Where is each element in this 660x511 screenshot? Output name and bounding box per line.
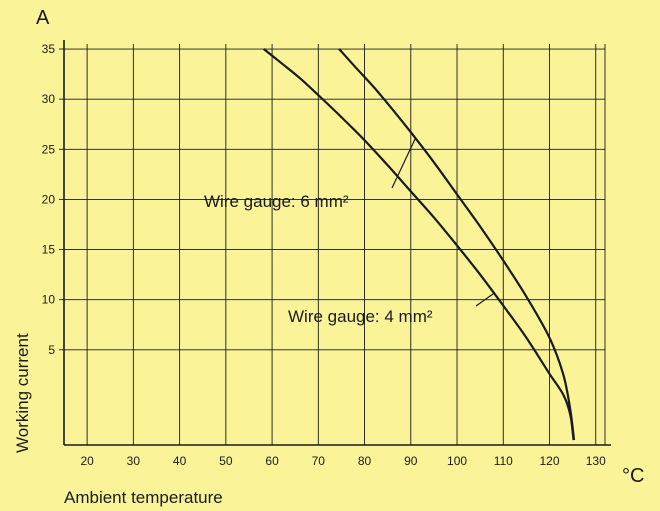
y-axis-title: Working current <box>13 333 32 453</box>
y-tick-label-35: 35 <box>42 42 56 56</box>
annotation-6mm: Wire gauge: 6 mm² <box>204 192 349 211</box>
x-tick-label-80: 80 <box>358 454 372 468</box>
series-line-4mm <box>263 48 575 441</box>
x-tick-label-90: 90 <box>404 454 418 468</box>
annotations: Wire gauge: 6 mm² Wire gauge: 4 mm² <box>204 137 495 326</box>
y-tick-labels: 5 10 15 20 25 30 35 <box>42 42 64 357</box>
x-tick-label-100: 100 <box>447 454 467 468</box>
series-curves <box>263 48 576 441</box>
x-tick-label-120: 120 <box>539 454 559 468</box>
y-tick-label-5: 5 <box>48 343 55 357</box>
series-line-6mm <box>338 48 576 441</box>
x-tick-label-50: 50 <box>219 454 233 468</box>
x-tick-label-30: 30 <box>127 454 141 468</box>
grid <box>64 44 606 445</box>
x-tick-label-60: 60 <box>265 454 279 468</box>
x-axis-title: Ambient temperature <box>64 488 223 507</box>
y-tick-label-10: 10 <box>42 293 56 307</box>
x-tick-labels: 20 30 40 50 60 70 80 90 100 110 120 130 <box>80 454 606 468</box>
leader-line-4mm <box>475 292 495 307</box>
axes <box>63 40 611 446</box>
x-tick-label-70: 70 <box>312 454 326 468</box>
y-tick-label-15: 15 <box>42 243 56 257</box>
annotation-4mm: Wire gauge: 4 mm² <box>288 307 433 326</box>
y-tick-label-30: 30 <box>42 92 56 106</box>
leader-line-6mm <box>391 137 416 189</box>
y-tick-label-25: 25 <box>42 142 56 156</box>
y-tick-label-20: 20 <box>42 192 56 206</box>
x-tick-label-130: 130 <box>586 454 606 468</box>
x-tick-label-40: 40 <box>173 454 187 468</box>
y-unit-label: A <box>36 7 50 29</box>
x-unit-label: °C <box>622 465 644 487</box>
x-tick-label-20: 20 <box>80 454 94 468</box>
x-tick-label-110: 110 <box>494 454 513 468</box>
